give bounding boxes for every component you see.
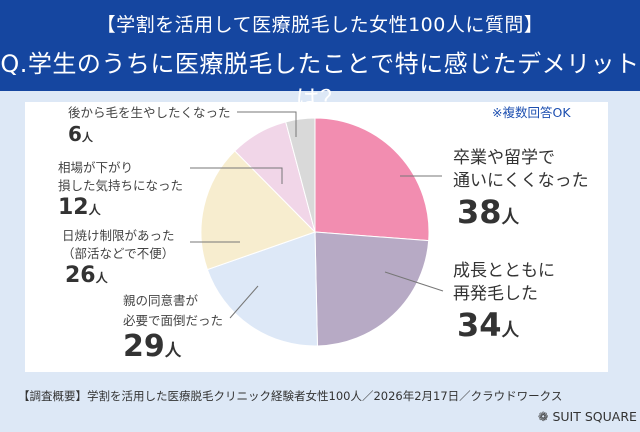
slice-label-5: 後から毛を生やしたくなった 6人 [68, 104, 231, 150]
slice-label-2: 親の同意書が 必要で面倒だった 29人 [123, 292, 223, 368]
slice-label-3: 日焼け制限があった （部活などで不便） 26人 [62, 227, 175, 291]
value-label: 6人 [68, 122, 93, 146]
header-banner: 【学割を活用して医療脱毛した女性100人に質問】 Q.学生のうちに医療脱毛したこ… [0, 0, 640, 113]
label-line: 通いにくくなった [453, 171, 589, 191]
label-line: （部活などで不便） [62, 246, 175, 261]
multiple-answer-note: ※複数回答OK [492, 105, 571, 120]
flower-logo-icon: ❁ [538, 409, 549, 424]
header-question: Q.学生のうちに医療脱毛したことで特に感じたデメリットは？ [0, 50, 640, 113]
brand-logo: ❁ SUIT SQUARE [538, 409, 637, 424]
pie-slice-0 [314, 117, 430, 242]
leader-line-1 [384, 271, 444, 292]
value-label: 26人 [65, 263, 108, 288]
leader-line-4 [190, 167, 283, 184]
label-line: 成長とともに [453, 261, 555, 281]
label-line: 親の同意書が [123, 293, 199, 308]
label-line: 後から毛を生やしたくなった [68, 105, 231, 120]
value-label: 38人 [457, 193, 520, 231]
label-line: 卒業や留学で [453, 148, 555, 168]
pie-slice-1 [314, 231, 430, 347]
value-label: 29人 [123, 329, 182, 364]
pie-slice-5 [285, 117, 316, 233]
leader-line-2 [229, 285, 259, 319]
slice-label-1: 成長とともに 再発毛した 34人 [453, 260, 555, 350]
label-line: 必要で面倒だった [123, 313, 224, 328]
pie-slice-2 [206, 231, 318, 347]
label-line: 相場が下がり [58, 160, 134, 175]
label-line: 損した気持ちになった [58, 178, 184, 193]
survey-summary: 【調査概要】学割を活用した医療脱毛クリニック経験者女性100人／2026年2月1… [18, 389, 563, 403]
label-line: 再発毛した [453, 284, 538, 304]
slice-label-4: 相場が下がり 損した気持ちになった 12人 [58, 159, 183, 223]
slice-label-0: 卒業や留学で 通いにくくなった 38人 [453, 147, 589, 237]
header-subtitle: 【学割を活用して医療脱毛した女性100人に質問】 [96, 14, 544, 36]
label-line: 日焼け制限があった [62, 228, 175, 243]
leader-line-5 [237, 111, 297, 137]
pie-slice-3 [200, 150, 316, 271]
value-label: 34人 [457, 306, 520, 344]
value-label: 12人 [58, 195, 101, 220]
